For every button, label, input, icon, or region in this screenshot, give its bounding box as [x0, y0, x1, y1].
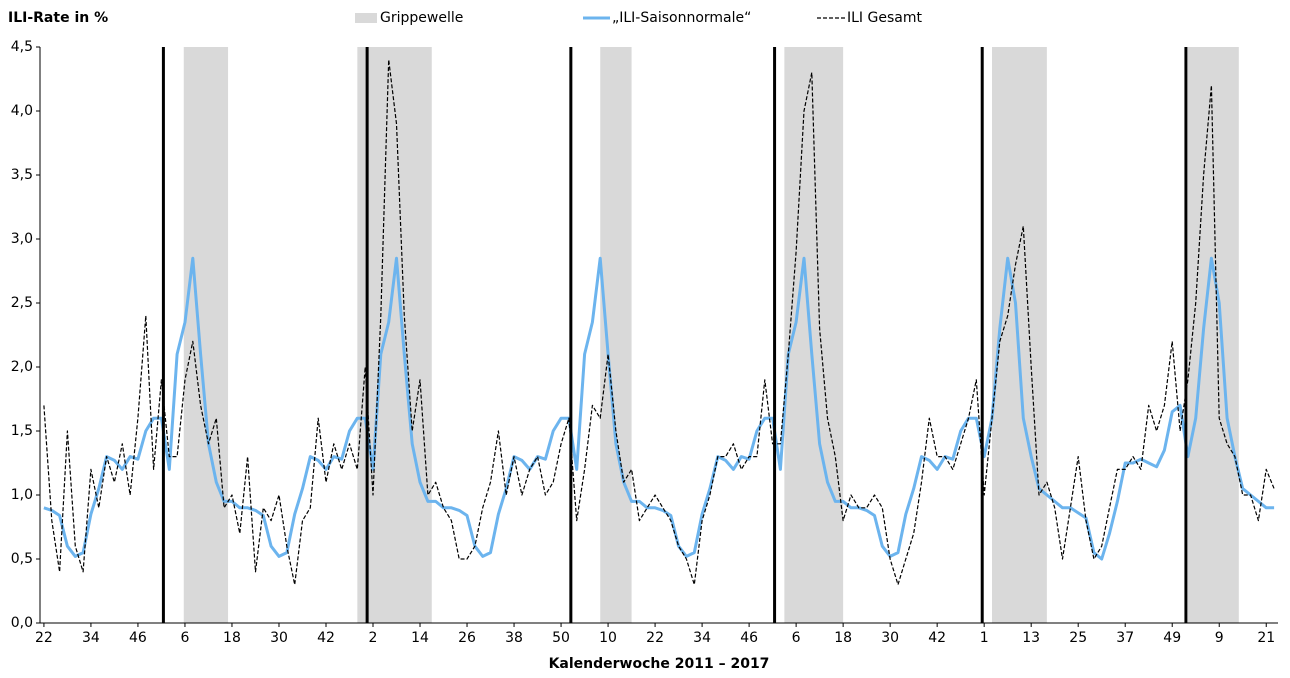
legend-entry: ILI Gesamt — [847, 10, 922, 26]
x-tick-label: 21 — [1257, 630, 1275, 646]
y-tick-label: 0,0 — [11, 615, 33, 631]
x-tick-label: 46 — [129, 630, 147, 646]
x-tick-label: 2 — [369, 630, 378, 646]
y-tick-label: 4,0 — [11, 103, 33, 119]
x-tick-label: 18 — [834, 630, 852, 646]
ili-seasonal-line — [43, 256, 1275, 561]
flu-wave-band — [600, 47, 632, 623]
flu-wave-band — [1187, 47, 1239, 623]
x-tick-label: 26 — [458, 630, 476, 646]
y-tick-label: 2,0 — [11, 359, 33, 375]
x-tick-label: 25 — [1069, 630, 1087, 646]
x-tick-label: 34 — [82, 630, 100, 646]
y-tick-label: 3,0 — [11, 231, 33, 247]
x-tick-label: 10 — [599, 630, 617, 646]
y-tick-label: 2,5 — [11, 295, 33, 311]
flu-wave-band — [357, 47, 432, 623]
x-tick-label: 38 — [505, 630, 523, 646]
x-tick-label: 9 — [1215, 630, 1224, 646]
x-tick-label: 46 — [740, 630, 758, 646]
ili-total-line — [43, 59, 1275, 586]
y-tick-label: 1,5 — [11, 423, 33, 439]
x-tick-label: 13 — [1022, 630, 1040, 646]
x-tick-label: 49 — [1163, 630, 1181, 646]
x-tick-label: 34 — [693, 630, 711, 646]
x-tick-label: 42 — [928, 630, 946, 646]
flu-wave-band — [183, 47, 229, 623]
x-tick-label: 1 — [980, 630, 989, 646]
x-tick-label: 30 — [270, 630, 288, 646]
legend-entry: Grippewelle — [380, 10, 463, 26]
x-tick-label: 42 — [317, 630, 335, 646]
y-tick-label: 4,5 — [11, 39, 33, 55]
x-tick-label: 6 — [180, 630, 189, 646]
x-tick-label: 6 — [792, 630, 801, 646]
legend-swatch — [355, 13, 377, 23]
x-tick-label: 30 — [881, 630, 899, 646]
x-tick-label: 37 — [1116, 630, 1134, 646]
x-tick-label: 50 — [552, 630, 570, 646]
x-axis-label: Kalenderwoche 2011 – 2017 — [549, 656, 770, 672]
legend-entry: „ILI-Saisonnormale“ — [612, 10, 751, 26]
y-tick-label: 1,0 — [11, 487, 33, 503]
x-tick-label: 18 — [223, 630, 241, 646]
y-tick-label: 3,5 — [11, 167, 33, 183]
x-tick-label: 22 — [35, 630, 53, 646]
y-tick-label: 0,5 — [11, 551, 33, 567]
y-axis-label: ILI-Rate in % — [8, 10, 108, 26]
x-tick-label: 22 — [646, 630, 664, 646]
x-tick-label: 14 — [411, 630, 429, 646]
